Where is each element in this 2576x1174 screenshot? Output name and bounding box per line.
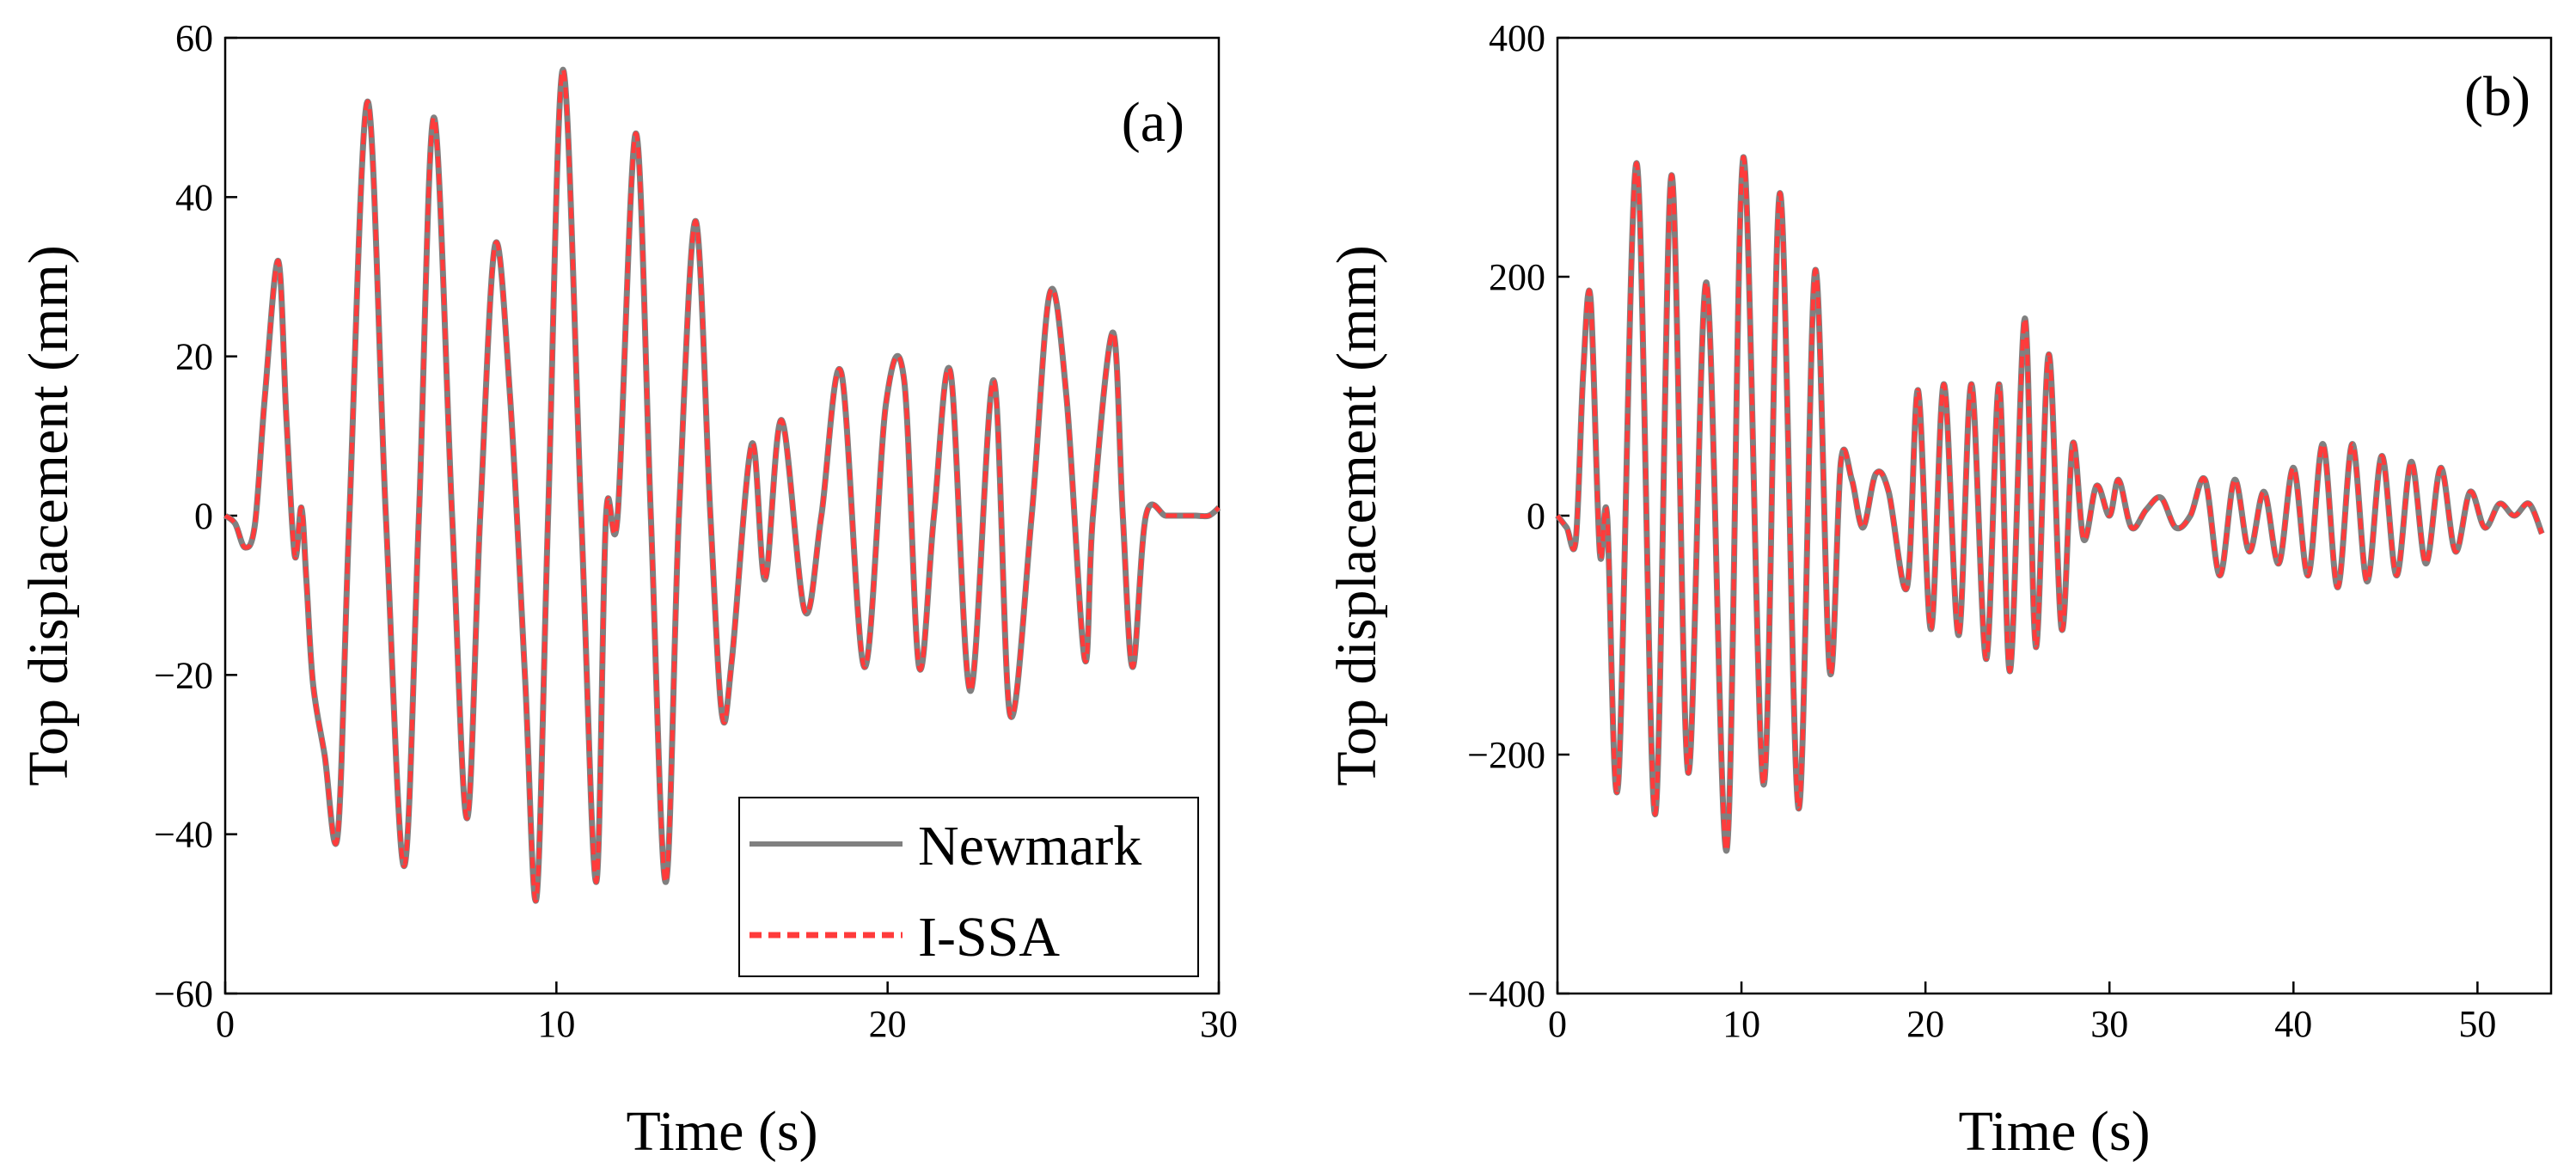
series-line-issa xyxy=(223,67,1221,903)
axis-ticks-a: 0 10 20 30 −60 −40 −20 0 20 40 60 xyxy=(154,17,1238,1045)
x-axis-label-a: Time (s) xyxy=(626,1100,817,1163)
y-tick-label: 400 xyxy=(1489,17,1545,59)
x-tick-label: 20 xyxy=(869,1003,907,1045)
legend-box xyxy=(738,797,1199,977)
x-tick-label: 30 xyxy=(1200,1003,1238,1045)
x-tick-label: 50 xyxy=(2458,1003,2496,1045)
panel-b: 0 10 20 30 40 50 −400 −200 0 200 400 Time (s) Top … xyxy=(1325,17,2553,1163)
y-axis-label-b: Top displacement (mm) xyxy=(1325,245,1388,786)
panel-label-b: (b) xyxy=(2464,65,2530,128)
x-axis-label-b: Time (s) xyxy=(1958,1100,2150,1163)
legend-label-issa: I-SSA xyxy=(918,906,1060,969)
series-group-b xyxy=(1555,154,2545,853)
series-group-a xyxy=(223,66,1221,904)
y-tick-label: 0 xyxy=(1527,495,1545,537)
y-tick-label: 40 xyxy=(175,176,213,218)
y-tick-label: −40 xyxy=(154,814,213,856)
y-tick-label: −200 xyxy=(1467,734,1545,776)
x-tick-label: 20 xyxy=(1906,1003,1944,1045)
x-tick-label: 10 xyxy=(537,1003,575,1045)
legend-label-newmark: Newmark xyxy=(918,815,1141,877)
x-tick-label: 0 xyxy=(1548,1003,1567,1045)
panel-a: 0 10 20 30 −60 −40 −20 0 20 40 60 Time (s) Top dis… xyxy=(17,17,1238,1163)
series-line-newmark xyxy=(223,66,1221,904)
legend: Newmark I-SSA xyxy=(738,797,1199,977)
x-tick-label: 0 xyxy=(216,1003,235,1045)
axis-ticks-b: 0 10 20 30 40 50 −400 −200 0 200 400 xyxy=(1467,17,2496,1045)
y-tick-label: −20 xyxy=(154,654,213,696)
y-tick-label: 200 xyxy=(1489,256,1545,298)
panel-label-a: (a) xyxy=(1122,91,1184,154)
y-tick-label: −60 xyxy=(154,973,213,1015)
y-tick-label: 0 xyxy=(194,495,213,537)
x-tick-label: 10 xyxy=(1722,1003,1760,1045)
y-axis-label-a: Top displacement (mm) xyxy=(17,245,80,786)
series-line-newmark xyxy=(1555,154,2545,853)
x-tick-label: 40 xyxy=(2274,1003,2312,1045)
y-tick-label: −400 xyxy=(1467,973,1545,1015)
y-tick-label: 20 xyxy=(175,336,213,378)
y-tick-label: 60 xyxy=(175,17,213,59)
series-line-issa xyxy=(1556,155,2544,853)
x-tick-label: 30 xyxy=(2090,1003,2128,1045)
